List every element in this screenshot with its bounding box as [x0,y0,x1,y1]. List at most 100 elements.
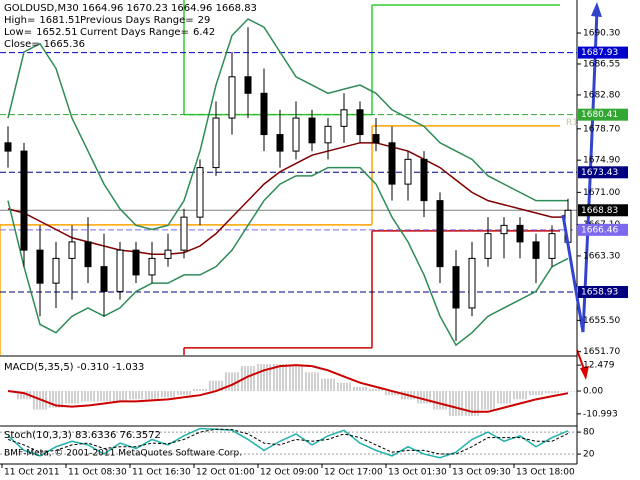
y-tick-label: 1655.50 [583,316,620,326]
y-tick-label: 12.479 [583,361,615,371]
info-line: High= 1681.51 [4,15,81,26]
candle-body [436,200,444,268]
candle-body [516,224,524,243]
candle-body [52,257,60,284]
candle-body [548,233,556,259]
candle-body [452,266,460,309]
level-label: 1658.93 [581,288,618,298]
copyright: BMF-Meta, © 2001-2011 MetaQuotes Softwar… [4,449,242,459]
candle-body [388,142,396,185]
x-tick-label: 11 Oct 2011 [4,468,60,478]
stoch-line [7,428,569,455]
indicator-line [7,18,568,231]
x-tick-label: 11 Oct 16:30 [132,468,191,478]
info-value: 1665.36 [44,39,85,50]
indicator-line [7,166,569,347]
info-label: Current Days Range= [80,27,189,38]
indicator-title: Stoch(10,3,3) 83.6336 76.3572 [4,430,161,441]
level-label: 1668.83 [581,206,618,216]
candle-body [484,233,492,259]
y-tick-label: 1663.30 [583,251,620,261]
candle-body [180,216,188,251]
info-line: Current Days Range= 6.42 [80,27,215,38]
candle-body [100,266,108,292]
level-label: 1680.41 [581,110,618,120]
x-tick-label: 11 Oct 08:30 [68,468,127,478]
level-label-bg [578,108,628,121]
candle-body [20,150,28,251]
candle-body [276,134,284,152]
info-line: Previous Days Range= 29 [80,15,210,26]
arrow-head [580,366,589,380]
level-label-bg [578,166,628,179]
info-value: 29 [198,15,211,26]
info-label: Close= [4,39,40,50]
info-line: Close= 1665.36 [4,39,85,50]
candle-body [468,257,476,309]
level-label-bg [578,204,628,217]
candle-body [372,134,380,144]
chart-title: GOLDUSD,M30 1664.96 1670.23 1664.96 1668… [4,3,257,14]
candle-body [324,125,332,144]
x-tick-label: 12 Oct 17:00 [324,468,383,478]
candle-body [68,241,76,259]
annotation: R1 [566,118,578,128]
signal-line [7,364,569,413]
x-tick-label: 13 Oct 09:30 [452,468,511,478]
arrow-head [591,2,602,17]
y-tick-label: 1671.00 [583,188,620,198]
y-tick-label: 1651.70 [583,347,620,357]
candle-body [308,117,316,144]
y-tick-label: -10.993 [583,409,618,419]
info-value: 6.42 [193,27,215,38]
candle-body [212,117,220,169]
x-tick-label: 13 Oct 01:30 [388,468,447,478]
x-tick-label: 13 Oct 18:00 [516,468,575,478]
plot-layer [0,0,577,459]
y-tick-label: 0.00 [583,387,603,397]
candle-body [244,76,252,94]
level-label-bg [578,46,628,59]
y-tick-label: 20 [583,450,595,460]
y-tick-label: 1690.30 [583,29,620,39]
candle-body [500,224,508,235]
info-value: 1681.51 [39,15,80,26]
candle-body [196,167,204,218]
axis-layer: 1690.30 1686.55 1682.80 1678.70 1674.90 1671.… [1,29,628,478]
candle-body [132,249,140,276]
y-tick-label: 80 [583,428,595,438]
info-label: High= [4,15,35,26]
stoch-line [7,427,569,459]
level-label: 1666.46 [581,225,618,235]
candle-body [292,117,300,152]
candle-body [228,76,236,119]
candle-body [420,158,428,202]
info-label: Previous Days Range= [80,15,194,26]
y-tick-label: 1686.55 [583,59,620,69]
indicator-title: MACD(5,35,5) -0.310 -1.033 [4,362,144,373]
candle-body [36,249,44,284]
label-layer: R1 GOLDUSD,M30 1664.96 1670.23 1664.96 16… [4,3,578,459]
level-label-bg [578,286,628,299]
candle-body [148,257,156,276]
candle-body [356,109,364,136]
info-line: Low= 1652.51 [4,27,77,38]
info-label: Low= [4,27,32,38]
level-label: 1673.43 [581,168,618,178]
candle-body [4,142,12,152]
x-tick-label: 12 Oct 09:00 [260,468,319,478]
y-tick-label: 1678.70 [583,124,620,134]
candle-body [260,92,268,136]
candle-body [116,249,124,292]
candle-body [404,158,412,185]
candle-body [532,241,540,259]
candle-body [164,249,172,259]
candle-body [340,109,348,127]
level-label-bg [578,223,628,236]
y-tick-label: 1682.80 [583,90,620,100]
candle-body [84,241,92,268]
x-tick-label: 12 Oct 01:00 [196,468,255,478]
y-tick-label: 1674.90 [583,156,620,166]
